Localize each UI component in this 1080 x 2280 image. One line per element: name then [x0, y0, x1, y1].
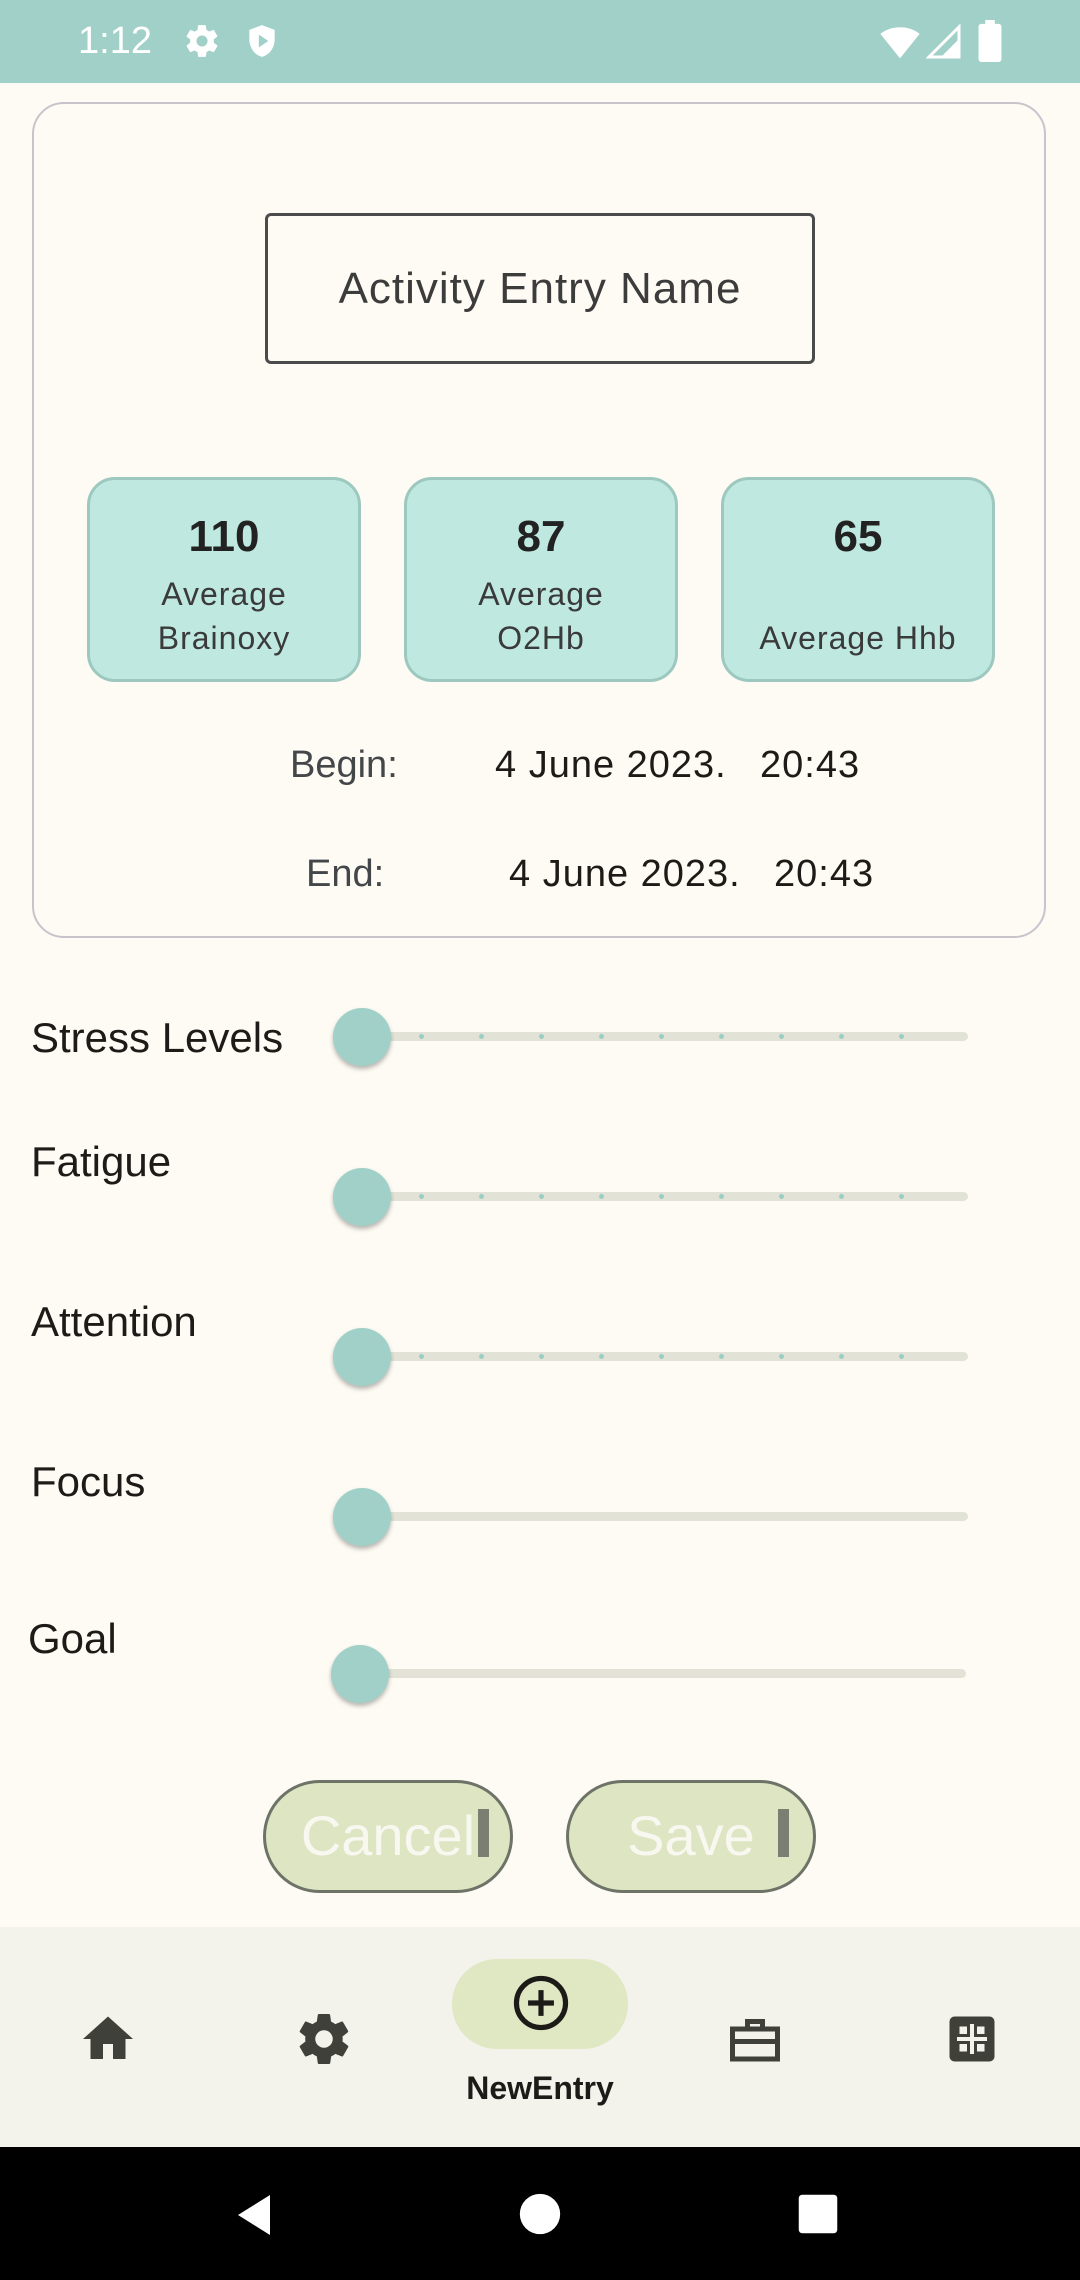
battery-icon	[978, 20, 1002, 67]
stat-value: 65	[833, 512, 883, 561]
attention-slider[interactable]	[362, 1352, 968, 1361]
end-date[interactable]: 4 June 2023.	[509, 853, 741, 895]
stat-label-line1: Average	[478, 576, 604, 612]
stat-label: Average O2Hb	[417, 572, 665, 660]
slider-tick	[419, 1354, 424, 1359]
back-icon[interactable]	[232, 2191, 280, 2244]
fatigue-slider[interactable]	[362, 1192, 968, 1201]
goal-label: Goal	[28, 1615, 117, 1662]
cancel-button[interactable]: Cancel	[263, 1780, 513, 1893]
activity-name-placeholder: Activity Entry Name	[338, 263, 742, 313]
stress-levels-thumb[interactable]	[333, 1008, 391, 1066]
home-icon	[78, 2009, 138, 2074]
briefcase-icon	[725, 2009, 785, 2074]
begin-date[interactable]: 4 June 2023.	[495, 744, 727, 786]
stat-label-line2: O2Hb	[497, 620, 585, 656]
end-time[interactable]: 20:43	[774, 853, 875, 895]
slider-tick	[479, 1354, 484, 1359]
stat-card-brainoxy: 110 Average Brainoxy	[87, 477, 361, 682]
goal-slider[interactable]	[360, 1669, 966, 1678]
attention-thumb[interactable]	[333, 1328, 391, 1386]
stress-levels-slider[interactable]	[362, 1032, 968, 1041]
slider-tick	[599, 1354, 604, 1359]
system-navigation-bar	[0, 2147, 1080, 2280]
save-button-label: Save	[627, 1804, 755, 1867]
stat-card-hhb: 65 Average Hhb	[721, 477, 995, 682]
slider-tick	[779, 1194, 784, 1199]
shield-icon	[243, 22, 281, 65]
text-cursor-marker	[478, 1809, 489, 1857]
focus-thumb[interactable]	[333, 1488, 391, 1546]
bottom-navigation: NewEntry	[0, 1927, 1080, 2147]
slider-tick	[899, 1354, 904, 1359]
slider-tick	[719, 1354, 724, 1359]
stat-label-line1: Average	[161, 576, 287, 612]
slider-tick	[719, 1034, 724, 1039]
slider-tick	[599, 1034, 604, 1039]
slider-tick	[539, 1194, 544, 1199]
grid-icon	[942, 2009, 1002, 2074]
status-bar: 1:12	[0, 0, 1080, 83]
add-circle-icon	[510, 1972, 572, 2039]
nav-dashboard[interactable]	[922, 1927, 1022, 2147]
slider-tick	[479, 1194, 484, 1199]
wifi-icon	[880, 24, 920, 65]
slider-tick	[479, 1034, 484, 1039]
nav-settings[interactable]	[274, 1927, 374, 2147]
slider-tick	[719, 1194, 724, 1199]
slider-tick	[599, 1194, 604, 1199]
stress-levels-label: Stress Levels	[31, 1014, 284, 1061]
goal-thumb[interactable]	[331, 1645, 389, 1703]
activity-name-field[interactable]: Activity Entry Name	[265, 213, 815, 364]
slider-tick	[659, 1034, 664, 1039]
slider-tick	[659, 1354, 664, 1359]
slider-tick	[419, 1034, 424, 1039]
nav-home[interactable]	[58, 1927, 158, 2147]
slider-tick	[899, 1194, 904, 1199]
gear-icon	[183, 22, 221, 65]
attention-label: Attention	[31, 1298, 197, 1345]
fatigue-label: Fatigue	[31, 1138, 172, 1185]
slider-tick	[659, 1194, 664, 1199]
stat-label: Average Brainoxy	[100, 572, 348, 660]
slider-tick	[779, 1034, 784, 1039]
slider-tick	[839, 1194, 844, 1199]
stat-label-line2: Brainoxy	[157, 620, 291, 656]
slider-tick	[539, 1354, 544, 1359]
slider-tick	[839, 1354, 844, 1359]
slider-tick	[839, 1034, 844, 1039]
stat-label: Average Hhb	[759, 620, 957, 656]
focus-slider[interactable]	[362, 1512, 968, 1521]
slider-tick	[419, 1194, 424, 1199]
nav-new-entry[interactable]: NewEntry	[440, 1927, 640, 2147]
focus-label: Focus	[31, 1458, 146, 1505]
end-label: End:	[306, 853, 385, 895]
status-time: 1:12	[78, 20, 152, 62]
slider-tick	[539, 1034, 544, 1039]
stat-value: 87	[516, 512, 566, 561]
save-button[interactable]: Save	[566, 1780, 816, 1893]
nav-activities[interactable]	[705, 1927, 805, 2147]
fatigue-thumb[interactable]	[333, 1168, 391, 1226]
slider-tick	[779, 1354, 784, 1359]
nav-new-entry-label: NewEntry	[466, 2070, 614, 2106]
recents-icon[interactable]	[797, 2193, 839, 2240]
begin-label: Begin:	[290, 744, 398, 786]
slider-tick	[899, 1034, 904, 1039]
signal-icon	[925, 23, 962, 65]
settings-icon	[294, 2009, 354, 2074]
stat-card-o2hb: 87 Average O2Hb	[404, 477, 678, 682]
home-button-icon[interactable]	[518, 2192, 562, 2241]
text-cursor-marker	[778, 1809, 789, 1857]
begin-time[interactable]: 20:43	[760, 744, 861, 786]
stat-value: 110	[188, 512, 260, 561]
cancel-button-label: Cancel	[300, 1804, 476, 1867]
